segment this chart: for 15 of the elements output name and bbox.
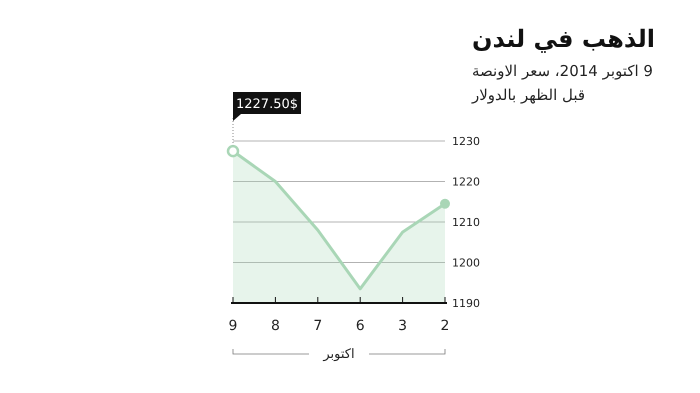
x-tick-label: 3 (398, 318, 408, 334)
y-tick-label: 1190 (452, 297, 480, 310)
x-axis-title: اكتوبر (322, 347, 355, 362)
y-tick-label: 1210 (452, 216, 480, 229)
text: الذهب في لندن (472, 25, 656, 53)
x-tick-label: 9 (228, 318, 238, 334)
annotation: 1227.50$ (236, 97, 298, 112)
text: 9 اكتوبر 2014، سعر الاونصة قبل الظهر بالدولار (471, 62, 653, 104)
y-tick-label: 1200 (452, 256, 480, 270)
y-tick-label: 1220 (452, 176, 480, 188)
x-tick-label: 7 (313, 318, 322, 334)
x-tick-label: 6 (356, 318, 365, 334)
y-tick-label: 1230 (452, 135, 480, 148)
x-tick-label: 2 (440, 318, 450, 334)
x-tick-label: 8 (270, 318, 280, 334)
